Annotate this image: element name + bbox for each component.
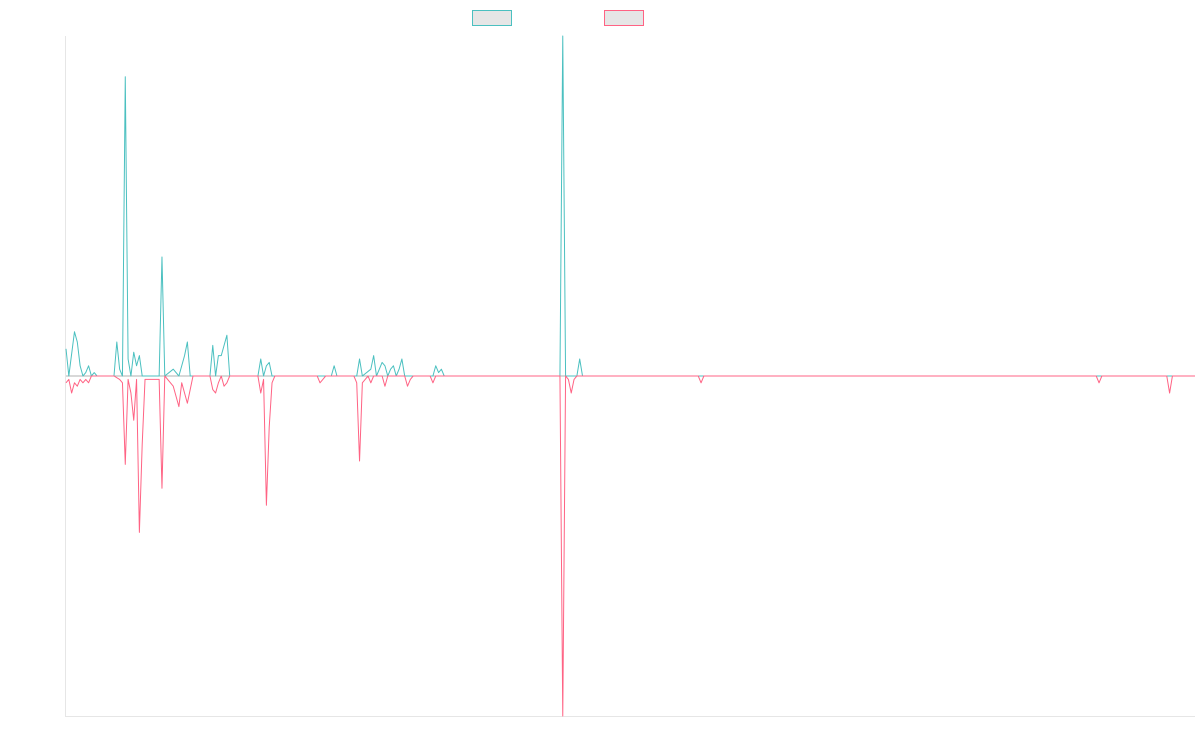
legend-swatch-series-1[interactable] [472, 10, 512, 26]
legend-swatch-series-2[interactable] [604, 10, 644, 26]
series-line-1[interactable] [65, 35, 1195, 377]
series-line-2[interactable] [65, 375, 1195, 717]
